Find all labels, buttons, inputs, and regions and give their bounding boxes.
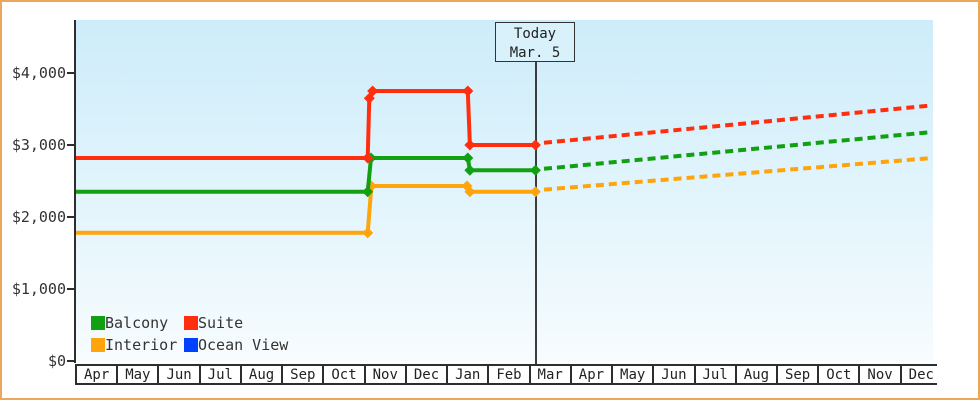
x-axis-month-label: May	[118, 366, 160, 383]
series-point-markers	[362, 180, 541, 239]
x-axis-month-label: Aug	[241, 366, 284, 383]
x-axis-month-label: Apr	[571, 366, 614, 383]
y-axis-tick-label: $4,000	[11, 64, 66, 82]
x-axis-month-label: Jan	[448, 366, 490, 383]
legend-item-interior: Interior	[91, 334, 184, 356]
x-axis-month-label: Dec	[901, 366, 937, 383]
x-axis-month-label: Apr	[77, 366, 119, 383]
legend-item-suite: Suite	[184, 312, 288, 334]
legend-label: Balcony	[105, 314, 169, 332]
y-axis-line	[74, 20, 76, 363]
x-axis-month-label: Jun	[654, 366, 696, 383]
y-axis-tick-mark	[67, 72, 74, 74]
today-vertical-line	[535, 62, 537, 364]
legend-item-balcony: Balcony	[91, 312, 184, 334]
x-axis-month-label: Mar	[530, 366, 572, 383]
legend-label: Interior	[105, 336, 178, 354]
x-axis-month-label: Aug	[736, 366, 778, 383]
x-axis-month-label: Jul	[200, 366, 242, 383]
y-axis-tick-mark	[67, 216, 74, 218]
legend-label: Ocean View	[198, 336, 289, 354]
series-line-solid	[76, 89, 536, 160]
series-interior	[76, 156, 933, 239]
x-axis-month-label: Sep	[777, 366, 820, 383]
series-line-solid	[76, 156, 536, 194]
legend-label: Suite	[198, 314, 244, 332]
x-axis-month-label: Feb	[489, 366, 531, 383]
x-axis-month-label: Jul	[695, 366, 737, 383]
y-axis-tick-mark	[67, 144, 74, 146]
series-point-markers	[362, 85, 541, 164]
series-suite	[76, 85, 933, 164]
x-axis-month-label: Oct	[324, 366, 366, 383]
y-axis-tick-label: $3,000	[11, 136, 66, 154]
x-axis-month-row: Apr May Jun Jul Aug Sep Oct Nov Dec Jan Feb Mar Apr M…	[75, 364, 937, 385]
x-axis-month-label: Oct	[819, 366, 861, 383]
x-axis-month-label: Nov	[365, 366, 407, 383]
x-axis-month-label: Jun	[159, 366, 201, 383]
y-axis-tick-label: $2,000	[11, 208, 66, 226]
y-axis-tick-label: $1,000	[11, 280, 66, 298]
x-axis-month-row-inner: Apr May Jun Jul Aug Sep Oct Nov Dec Jan Feb Mar Apr M…	[77, 366, 937, 383]
chart-legend: Balcony Suite Interior Ocean View	[91, 312, 288, 356]
y-axis-tick-mark	[67, 288, 74, 290]
x-axis-month-label: Nov	[860, 366, 902, 383]
y-axis-tick-label: $0	[47, 352, 66, 370]
x-axis-month-label: May	[613, 366, 655, 383]
x-axis-month-label: Sep	[283, 366, 325, 383]
legend-item-ocean-view: Ocean View	[184, 334, 288, 356]
legend-swatch-icon	[184, 338, 198, 352]
today-date-label: Mar. 5	[509, 45, 561, 61]
legend-swatch-icon	[91, 338, 105, 352]
series-line-solid	[76, 184, 536, 235]
legend-swatch-icon	[91, 316, 105, 330]
today-marker-box: Today Mar. 5	[495, 22, 575, 62]
legend-swatch-icon	[184, 316, 198, 330]
series-balcony	[76, 130, 933, 198]
x-axis-month-label: Dec	[406, 366, 449, 383]
today-label: Today	[513, 26, 557, 42]
y-axis-tick-mark	[67, 360, 74, 362]
